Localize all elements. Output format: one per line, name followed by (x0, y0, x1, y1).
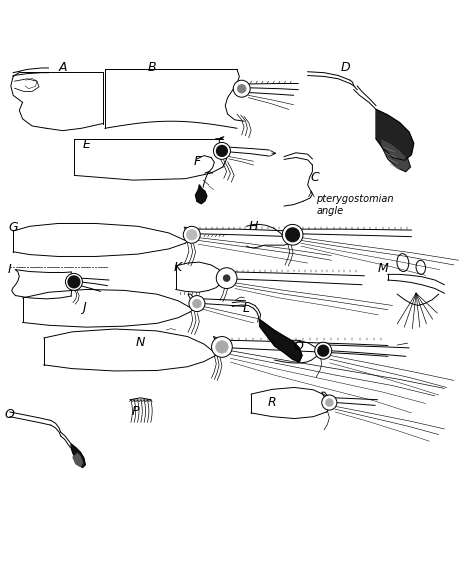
Text: P: P (132, 406, 139, 418)
Text: D: D (340, 62, 350, 74)
Circle shape (215, 340, 228, 354)
Text: I: I (8, 263, 12, 276)
Text: G: G (9, 221, 18, 234)
Circle shape (183, 226, 200, 243)
Text: C: C (310, 171, 319, 184)
Circle shape (216, 145, 228, 157)
Circle shape (237, 84, 246, 93)
Circle shape (285, 227, 300, 242)
Polygon shape (260, 320, 302, 362)
Circle shape (216, 268, 237, 288)
Text: R: R (268, 396, 277, 409)
Text: K: K (174, 261, 182, 274)
Circle shape (282, 224, 303, 245)
Circle shape (325, 398, 334, 407)
Circle shape (233, 80, 250, 97)
Text: E: E (82, 138, 90, 151)
Circle shape (213, 143, 230, 159)
Text: M: M (378, 262, 389, 275)
Text: A: A (58, 62, 67, 74)
Circle shape (211, 336, 232, 357)
Circle shape (322, 395, 337, 410)
Text: O: O (5, 408, 15, 421)
Text: Q: Q (293, 339, 303, 353)
Circle shape (189, 295, 205, 312)
Text: N: N (136, 336, 145, 349)
Polygon shape (196, 185, 207, 204)
Circle shape (186, 229, 197, 241)
Circle shape (65, 273, 82, 290)
Circle shape (315, 342, 332, 359)
Text: pterygostomian
angle: pterygostomian angle (316, 194, 394, 216)
Polygon shape (376, 110, 414, 160)
Text: H: H (249, 220, 258, 233)
Circle shape (67, 275, 81, 288)
Text: L: L (243, 302, 250, 315)
Polygon shape (73, 454, 82, 467)
Polygon shape (382, 138, 410, 171)
Circle shape (223, 274, 230, 282)
Circle shape (317, 344, 329, 357)
Text: F: F (193, 155, 201, 168)
Text: J: J (82, 301, 86, 314)
Polygon shape (71, 444, 85, 467)
Text: B: B (148, 62, 156, 74)
Circle shape (192, 299, 201, 308)
